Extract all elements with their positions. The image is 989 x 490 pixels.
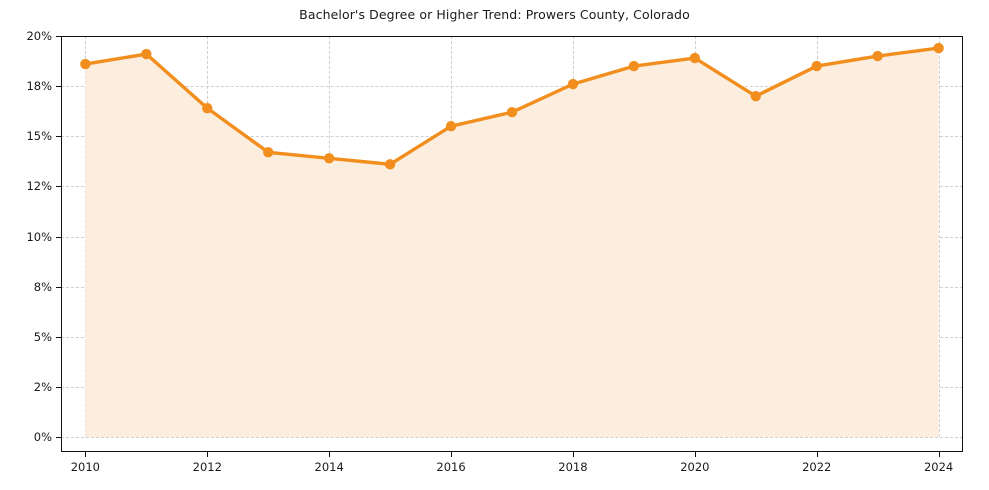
x-axis: 2010 2012 2014 2016 2018 2020 2022 2024 — [61, 452, 963, 490]
gridline-horizontal — [61, 86, 963, 88]
x-axis-tick-label: 2024 — [923, 460, 954, 474]
chart-title: Bachelor's Degree or Higher Trend: Prowe… — [299, 7, 690, 22]
data-series-layer — [80, 42, 944, 437]
data-point-marker — [80, 58, 91, 70]
x-axis-tick-mark — [572, 452, 574, 457]
y-axis-tick-label: 20% — [26, 29, 52, 43]
y-axis-tick-mark — [56, 186, 61, 188]
data-point-marker — [872, 50, 883, 62]
data-point-marker — [567, 78, 579, 90]
y-axis-tick-mark — [56, 336, 61, 338]
x-axis-tick-mark — [938, 452, 940, 457]
data-point-marker — [689, 52, 701, 64]
x-axis-tick-label: 2018 — [558, 460, 588, 474]
area-fill — [85, 48, 939, 437]
data-point-marker — [445, 121, 457, 132]
y-axis-tick-marks — [56, 36, 62, 452]
y-axis-tick-mark — [56, 437, 61, 438]
data-point-marker — [384, 159, 396, 170]
gridline-vertical — [938, 36, 940, 437]
x-axis-tick-mark — [816, 452, 818, 457]
y-axis-tick-label: 10% — [26, 229, 52, 244]
x-axis-tick-mark — [207, 452, 209, 457]
x-axis-tick-mark — [694, 452, 696, 457]
y-axis-tick-label: 15% — [26, 129, 52, 144]
y-axis-tick-label: 0% — [33, 430, 52, 444]
y-axis-tick-mark — [56, 286, 61, 288]
data-point-marker — [506, 106, 518, 118]
data-point-markers — [80, 42, 944, 170]
y-axis-tick-labels: 0% 2% 5% 8% 10% 12% 15% 18% 20% — [0, 29, 52, 452]
x-axis-tick-mark — [451, 452, 453, 457]
data-point-marker — [811, 60, 822, 72]
x-axis-tick-label: 2020 — [680, 460, 710, 474]
data-point-marker — [323, 153, 335, 164]
y-axis-tick-mark — [56, 86, 61, 88]
x-axis-tick-label: 2010 — [70, 460, 101, 474]
plot-area — [61, 36, 963, 452]
y-axis-tick-mark — [56, 136, 61, 138]
y-axis-tick-mark — [56, 36, 61, 37]
y-axis-tick-label: 12% — [26, 179, 52, 194]
data-point-marker — [141, 48, 152, 60]
y-axis-tick-mark — [56, 236, 61, 238]
y-axis-tick-label: 8% — [33, 279, 52, 294]
x-axis-tick-label: 2016 — [436, 460, 466, 474]
y-axis-tick-label: 5% — [33, 329, 52, 344]
x-axis-tick-mark — [329, 452, 331, 457]
data-point-marker — [202, 102, 213, 114]
data-point-marker — [750, 90, 761, 102]
x-axis-tick-mark — [85, 452, 87, 457]
gridline-horizontal — [61, 437, 963, 438]
data-point-marker — [263, 147, 274, 158]
x-axis-tick-label: 2012 — [192, 460, 222, 474]
data-point-marker — [933, 42, 944, 54]
x-axis-tick-label: 2014 — [314, 460, 344, 474]
y-axis-tick-label: 2% — [33, 379, 52, 394]
x-axis-tick-label: 2022 — [802, 460, 832, 474]
y-axis-tick-mark — [56, 386, 61, 388]
y-axis-tick-label: 18% — [26, 79, 52, 94]
data-point-marker — [628, 60, 640, 72]
